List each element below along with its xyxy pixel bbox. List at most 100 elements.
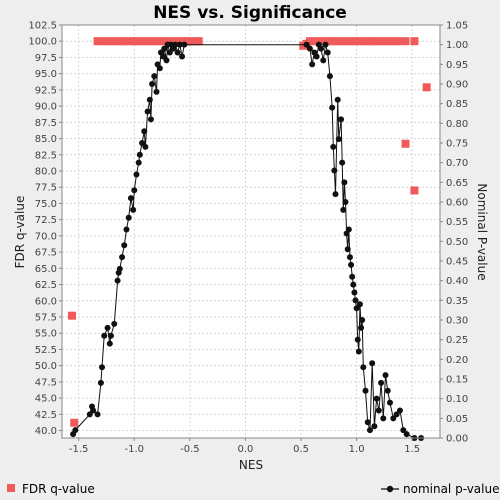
nominal-p-value-point <box>104 324 111 331</box>
y-left-tick-label: 60.0 <box>35 296 57 307</box>
legend-nominal-label: nominal p-value <box>403 482 499 496</box>
fdr-q-value-point <box>354 37 363 46</box>
nominal-p-value-point <box>382 372 389 379</box>
legend-nominal-marker <box>386 485 394 493</box>
fdr-q-value-point <box>410 37 419 46</box>
nominal-p-value-point <box>359 317 366 323</box>
x-axis-title: NES <box>239 458 263 472</box>
fdr-q-value-point <box>341 37 350 46</box>
nominal-p-value-point <box>331 167 338 174</box>
nominal-p-value-point <box>130 206 137 213</box>
nominal-p-value-point <box>322 41 329 48</box>
nominal-p-value-point <box>346 254 353 261</box>
fdr-q-value-point <box>381 37 390 46</box>
nominal-p-value-point <box>384 387 391 394</box>
nominal-p-value-point <box>403 431 410 438</box>
y-right-tick-labels: 0.00 0.05 0.10 0.15 0.20 0.25 0.30 0.35 0.40 0.45… <box>446 21 468 445</box>
nominal-p-value-point <box>366 427 373 434</box>
nominal-p-value-point <box>324 49 331 56</box>
fdr-q-value-point <box>115 37 124 46</box>
y-left-tick-label: 87.5 <box>35 118 57 129</box>
nominal-p-value-point <box>335 136 342 143</box>
y-left-tick-label: 72.5 <box>35 215 57 226</box>
fdr-q-value-point <box>129 37 138 46</box>
fdr-q-value-point <box>372 37 381 46</box>
nominal-p-value-point <box>131 187 138 194</box>
y-right-tick-label: 0.05 <box>446 414 468 425</box>
fdr-q-value-point <box>363 37 372 46</box>
nominal-p-value-point <box>135 159 142 166</box>
y-left-tick-label: 95.0 <box>35 69 57 80</box>
nominal-p-value-point <box>360 364 367 371</box>
fdr-q-value-point <box>133 37 142 46</box>
y-right-axis-title: Nominal P-value <box>475 183 489 280</box>
nominal-p-value-point <box>362 387 369 394</box>
fdr-q-value-point <box>142 37 151 46</box>
x-tick-label: -0.5 <box>180 444 200 455</box>
fdr-q-value-point <box>164 37 173 46</box>
y-right-tick-label: 0.70 <box>446 158 468 169</box>
fdr-q-value-point <box>111 37 120 46</box>
y-right-tick-label: 1.00 <box>446 40 468 51</box>
nominal-p-value-point <box>179 53 186 60</box>
fdr-q-value-point <box>393 37 402 46</box>
fdr-q-value-point <box>305 37 314 46</box>
y-right-tick-label: 0.35 <box>446 296 468 307</box>
y-left-tick-label: 77.5 <box>35 183 57 194</box>
legend-fdr-label: FDR q-value <box>22 482 95 496</box>
y-left-axis-title: FDR q-value <box>13 196 27 269</box>
nominal-p-value-point <box>400 427 407 434</box>
y-left-tick-label: 65.0 <box>35 264 57 275</box>
nominal-p-value-point <box>125 214 132 221</box>
y-right-tick-label: 0.55 <box>446 217 468 228</box>
nominal-p-value-point <box>373 395 380 402</box>
nominal-p-value-point <box>86 411 93 418</box>
nominal-p-value-point <box>393 411 400 418</box>
legend-fdr-swatch <box>7 484 15 492</box>
nominal-p-value-point <box>174 49 181 56</box>
nominal-p-value-point <box>142 143 149 150</box>
fdr-q-value-point <box>155 37 164 46</box>
y-left-tick-label: 40.0 <box>35 426 57 437</box>
fdr-q-value-point <box>332 37 341 46</box>
nominal-p-value-point <box>106 340 113 347</box>
x-tick-label: 0.0 <box>237 444 253 455</box>
x-tick-label: 0.5 <box>293 444 309 455</box>
nominal-p-value-point <box>313 53 320 60</box>
nominal-p-value-point <box>181 41 188 48</box>
nominal-p-value-point <box>161 45 168 52</box>
nominal-p-value-point <box>342 199 349 205</box>
y-left-tick-label: 45.0 <box>35 394 57 405</box>
nominal-p-value-point <box>354 336 361 343</box>
y-right-tick-label: 0.15 <box>446 375 468 386</box>
nominal-p-value-point <box>111 320 118 327</box>
nominal-p-value-point <box>136 151 143 158</box>
grid-lines <box>62 24 440 438</box>
fdr-q-value-point <box>377 37 386 46</box>
nominal-p-value-point <box>390 415 397 422</box>
fdr-q-value-point <box>106 37 115 46</box>
x-tick-labels: -1.5 -1.0 -0.5 0.0 0.5 1.0 1.5 <box>69 444 420 455</box>
y-right-tick-label: 0.50 <box>446 237 468 248</box>
y-left-tick-label: 80.0 <box>35 166 57 177</box>
nominal-p-value-point <box>345 226 352 233</box>
y-left-tick-label: 82.5 <box>35 150 57 161</box>
nominal-p-value-point <box>107 332 114 339</box>
nominal-p-value-point <box>340 206 347 213</box>
fdr-q-value-point <box>138 37 147 46</box>
fdr-q-value-point <box>169 37 178 46</box>
fdr-q-value-point <box>401 37 410 46</box>
fdr-q-value-point <box>385 37 394 46</box>
fdr-q-value-point <box>102 37 111 46</box>
y-right-tick-label: 0.75 <box>446 139 468 150</box>
nominal-p-value-point <box>123 226 130 233</box>
fdr-q-value-point <box>70 418 79 427</box>
nominal-p-value-point <box>306 45 313 52</box>
nominal-p-value-point <box>371 423 378 430</box>
fdr-q-value-point <box>345 37 354 46</box>
y-right-tick-label: 0.20 <box>446 355 468 366</box>
nominal-p-value-point <box>141 128 148 135</box>
y-right-tick-label: 0.45 <box>446 257 468 268</box>
y-left-tick-label: 85.0 <box>35 134 57 145</box>
y-left-tick-label: 62.5 <box>35 280 57 291</box>
